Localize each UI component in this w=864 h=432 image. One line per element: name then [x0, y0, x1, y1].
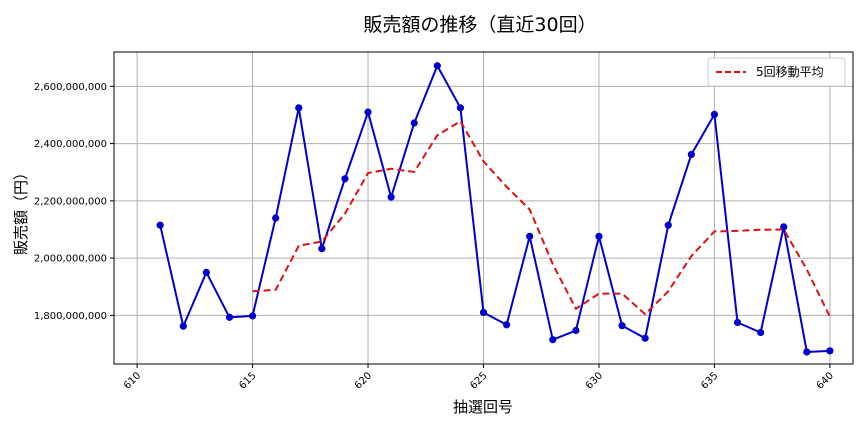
x-tick-label: 635 [699, 370, 720, 391]
data-point [248, 312, 257, 320]
y-tick-label: 2,200,000,000 [34, 196, 107, 207]
data-point [272, 214, 280, 222]
data-point [757, 328, 765, 337]
legend-frame [707, 57, 846, 87]
data-point [549, 336, 557, 344]
y-tick-label: 2,000,000,000 [34, 254, 107, 265]
data-point [202, 268, 210, 277]
x-axis-label: 抽選回号 [453, 398, 513, 416]
x-axis: 610 615 620 625 630 635 640 [122, 364, 836, 392]
y-axis-label: 販売額（円） [12, 165, 30, 255]
data-point [803, 348, 811, 356]
data-point [179, 322, 187, 330]
data-point [526, 232, 534, 240]
x-tick-label: 640 [815, 370, 836, 391]
data-point [225, 313, 234, 321]
chart-title: 販売額の推移（直近30回） [363, 14, 596, 36]
data-point [479, 308, 488, 317]
grid [114, 52, 853, 364]
y-axis: 1,800,000,000 2,000,000,000 2,200,000,000 2… [34, 82, 114, 322]
x-tick-label: 630 [584, 370, 605, 391]
x-tick-label: 625 [468, 370, 489, 391]
data-point [295, 104, 303, 112]
y-tick-label: 1,800,000,000 [34, 311, 107, 322]
data-point [618, 322, 626, 330]
legend: 5回移動平均 [707, 57, 846, 87]
data-point [410, 119, 418, 127]
data-point [641, 334, 649, 342]
data-point [664, 221, 672, 229]
y-tick-label: 2,400,000,000 [34, 139, 107, 150]
data-point [502, 321, 511, 329]
data-point [341, 175, 349, 183]
data-point [572, 326, 580, 335]
y-tick-label: 2,600,000,000 [34, 82, 107, 93]
data-point [456, 104, 465, 112]
data-point [318, 245, 326, 253]
data-point [733, 318, 742, 327]
data-point [826, 347, 834, 355]
data-point [687, 150, 695, 159]
data-point [710, 110, 719, 118]
legend-label-moving-average: 5回移動平均 [756, 65, 824, 79]
data-point [387, 193, 395, 201]
x-tick-label: 610 [122, 370, 143, 391]
sales-line [159, 64, 830, 353]
data-point [156, 221, 164, 229]
x-tick-label: 615 [237, 370, 258, 391]
series-layer [156, 62, 834, 356]
data-point [595, 232, 603, 240]
data-point [364, 108, 372, 116]
moving-average-line [252, 120, 831, 318]
data-point [433, 62, 441, 70]
x-tick-label: 620 [353, 370, 374, 391]
